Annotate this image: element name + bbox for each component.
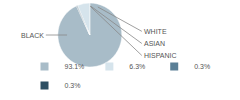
svg-text:BLACK: BLACK [21,32,44,39]
svg-text:ASIAN: ASIAN [144,40,165,47]
svg-text:HISPANIC: HISPANIC [144,52,177,59]
svg-text:0.3%: 0.3% [194,63,210,70]
svg-text:0.3%: 0.3% [65,82,81,89]
svg-text:93.1%: 93.1% [65,63,85,70]
svg-text:6.3%: 6.3% [129,63,145,70]
svg-text:WHITE: WHITE [144,28,167,35]
